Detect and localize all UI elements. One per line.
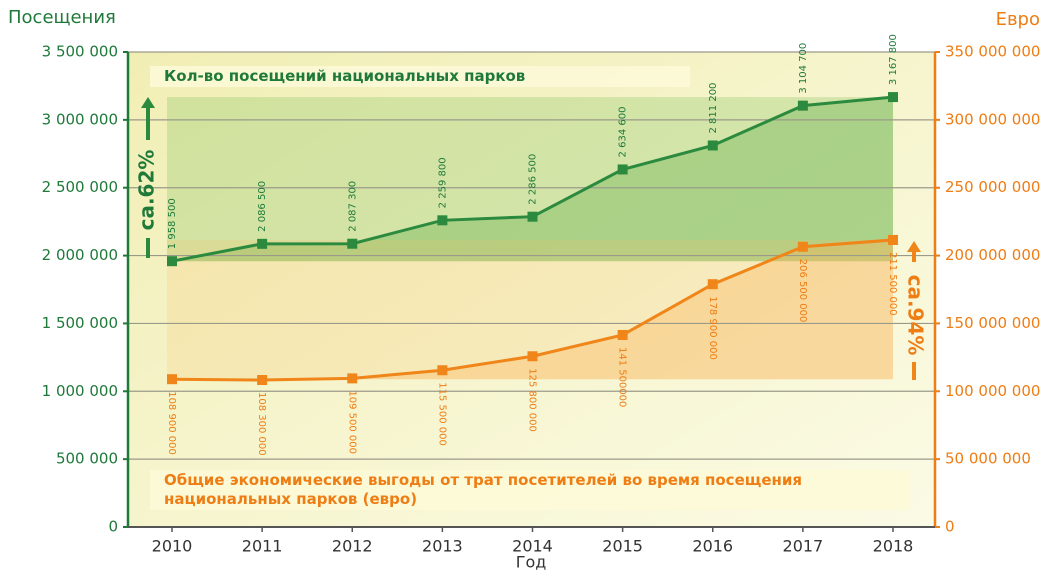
- y-tick-label: 2 000 000: [42, 246, 118, 264]
- y2-tick-label: 50 000 000: [945, 450, 1031, 468]
- data-label: 141 500000: [617, 347, 628, 407]
- data-point: [527, 351, 538, 362]
- data-point: [167, 256, 177, 267]
- data-label: 108 900 000: [166, 391, 177, 455]
- data-point: [617, 164, 628, 175]
- x-axis-title: Год: [516, 553, 547, 572]
- data-point: [797, 241, 808, 252]
- data-label: 2 634 600: [618, 107, 629, 158]
- data-label: 2 259 800: [437, 157, 448, 208]
- x-tick-label: 2014: [512, 537, 553, 556]
- y-tick-label: 3 500 000: [42, 43, 118, 61]
- data-label: 2 086 500: [257, 181, 268, 232]
- data-label: 108 300 000: [256, 392, 267, 456]
- data-label: 2 811 200: [708, 83, 719, 134]
- y2-tick-label: 100 000 000: [945, 382, 1040, 400]
- data-label: 109 500 000: [346, 390, 357, 454]
- data-point: [888, 234, 898, 245]
- legend-box: Общие экономические выгоды от трат посет…: [150, 470, 910, 510]
- annotation: ca.62%: [135, 150, 159, 231]
- data-label: 2 087 300: [347, 181, 358, 232]
- arrow-head: [141, 97, 155, 108]
- x-tick-label: 2018: [873, 537, 914, 556]
- x-tick-label: 2010: [152, 537, 193, 556]
- y2-tick-label: 350 000 000: [945, 43, 1040, 61]
- data-point: [257, 238, 268, 249]
- data-point: [707, 140, 718, 151]
- data-point: [437, 365, 448, 376]
- y2-tick-label: 250 000 000: [945, 178, 1040, 196]
- x-tick-label: 2016: [692, 537, 733, 556]
- y2-tick-label: 0: [945, 518, 955, 536]
- data-point: [527, 211, 538, 222]
- data-label: 3 104 700: [798, 43, 809, 94]
- y-tick-label: 1 500 000: [42, 314, 118, 332]
- x-tick-label: 2013: [422, 537, 463, 556]
- y-tick-label: 2 500 000: [42, 178, 118, 196]
- plot-background: [128, 52, 935, 527]
- y-tick-label: 500 000: [56, 450, 118, 468]
- data-point: [437, 215, 448, 226]
- data-label: 206 500 000: [797, 259, 808, 323]
- data-label: 1 958 500: [167, 198, 178, 249]
- data-label: 2 286 500: [528, 154, 539, 205]
- y-axis-title: Посещения: [8, 7, 116, 28]
- data-label: 3 167 800: [888, 34, 899, 85]
- area-fill: [172, 239, 893, 381]
- legend-text: Кол-во посещений национальных парков: [150, 66, 690, 87]
- y2-axis-title: Евро: [996, 9, 1040, 30]
- annotation: ca.94%: [904, 275, 928, 356]
- legend-box: Кол-во посещений национальных парков: [150, 66, 690, 87]
- highlight-band: [167, 97, 893, 262]
- area-fill: [172, 97, 893, 262]
- arrow-head: [907, 241, 921, 252]
- data-label: 125 800 000: [527, 368, 538, 432]
- x-tick-label: 2012: [332, 537, 373, 556]
- x-tick-label: 2017: [783, 537, 824, 556]
- y2-tick-label: 200 000 000: [945, 246, 1040, 264]
- data-point: [347, 238, 358, 249]
- y-tick-label: 0: [108, 518, 118, 536]
- y-tick-label: 1 000 000: [42, 382, 118, 400]
- y2-tick-label: 300 000 000: [945, 110, 1040, 128]
- data-label: 178 900 000: [707, 296, 718, 360]
- data-label: 211 500 000: [887, 252, 898, 316]
- data-point: [707, 279, 718, 290]
- data-point: [797, 100, 808, 111]
- x-tick-label: 2015: [602, 537, 643, 556]
- y2-tick-label: 150 000 000: [945, 314, 1040, 332]
- data-point: [617, 329, 628, 340]
- x-tick-label: 2011: [242, 537, 283, 556]
- data-point: [257, 375, 268, 386]
- data-point: [167, 374, 177, 385]
- data-label: 115 500 000: [436, 382, 447, 446]
- data-point: [888, 92, 898, 103]
- data-point: [347, 373, 358, 384]
- legend-text: Общие экономические выгоды от трат посет…: [150, 470, 910, 510]
- y-tick-label: 3 000 000: [42, 110, 118, 128]
